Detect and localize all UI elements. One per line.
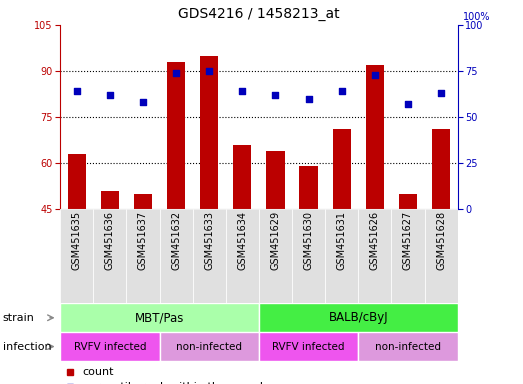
FancyBboxPatch shape	[160, 332, 259, 361]
Text: GSM451633: GSM451633	[204, 211, 214, 270]
FancyBboxPatch shape	[325, 209, 358, 303]
Point	[205, 68, 213, 74]
Text: non-infected: non-infected	[375, 341, 441, 352]
Text: GSM451634: GSM451634	[237, 211, 247, 270]
FancyBboxPatch shape	[127, 209, 160, 303]
FancyBboxPatch shape	[60, 303, 259, 332]
Text: GSM451635: GSM451635	[72, 211, 82, 270]
Text: infection: infection	[3, 341, 51, 352]
Text: GSM451628: GSM451628	[436, 211, 446, 270]
Text: GSM451637: GSM451637	[138, 211, 148, 270]
Point	[271, 92, 280, 98]
Text: GSM451629: GSM451629	[270, 211, 280, 270]
Bar	[67, 154, 86, 209]
Point	[371, 72, 379, 78]
FancyBboxPatch shape	[192, 209, 226, 303]
Text: GSM451627: GSM451627	[403, 211, 413, 270]
Point	[172, 70, 180, 76]
FancyBboxPatch shape	[358, 209, 391, 303]
Text: RVFV infected: RVFV infected	[74, 341, 146, 352]
Text: GSM451626: GSM451626	[370, 211, 380, 270]
FancyBboxPatch shape	[358, 332, 458, 361]
Bar	[134, 194, 152, 209]
Point	[304, 96, 313, 102]
FancyBboxPatch shape	[93, 209, 127, 303]
Text: RVFV infected: RVFV infected	[272, 341, 345, 352]
FancyBboxPatch shape	[160, 209, 192, 303]
Bar	[200, 56, 218, 209]
Point	[437, 90, 445, 96]
FancyBboxPatch shape	[425, 209, 458, 303]
FancyBboxPatch shape	[259, 332, 358, 361]
Bar	[300, 166, 317, 209]
FancyBboxPatch shape	[259, 209, 292, 303]
FancyBboxPatch shape	[60, 332, 160, 361]
Bar	[333, 129, 351, 209]
Point	[73, 88, 81, 94]
Bar	[366, 65, 384, 209]
Bar	[167, 62, 185, 209]
Bar	[233, 145, 252, 209]
Text: GSM451632: GSM451632	[171, 211, 181, 270]
Point	[139, 99, 147, 106]
Text: GSM451636: GSM451636	[105, 211, 115, 270]
Text: count: count	[82, 367, 113, 377]
FancyBboxPatch shape	[259, 303, 458, 332]
Bar	[266, 151, 285, 209]
Point	[404, 101, 412, 107]
FancyBboxPatch shape	[292, 209, 325, 303]
Text: GSM451630: GSM451630	[303, 211, 314, 270]
Bar	[432, 129, 450, 209]
FancyBboxPatch shape	[391, 209, 425, 303]
FancyBboxPatch shape	[226, 209, 259, 303]
Text: strain: strain	[3, 313, 35, 323]
FancyBboxPatch shape	[60, 209, 93, 303]
Bar	[101, 191, 119, 209]
Point	[106, 92, 114, 98]
Text: MBT/Pas: MBT/Pas	[135, 311, 184, 324]
Text: BALB/cByJ: BALB/cByJ	[328, 311, 388, 324]
Text: non-infected: non-infected	[176, 341, 242, 352]
Text: 100%: 100%	[463, 12, 491, 22]
Bar	[399, 194, 417, 209]
Text: GSM451631: GSM451631	[337, 211, 347, 270]
Point	[238, 88, 246, 94]
Text: percentile rank within the sample: percentile rank within the sample	[82, 382, 270, 384]
Title: GDS4216 / 1458213_at: GDS4216 / 1458213_at	[178, 7, 340, 21]
Point	[337, 88, 346, 94]
